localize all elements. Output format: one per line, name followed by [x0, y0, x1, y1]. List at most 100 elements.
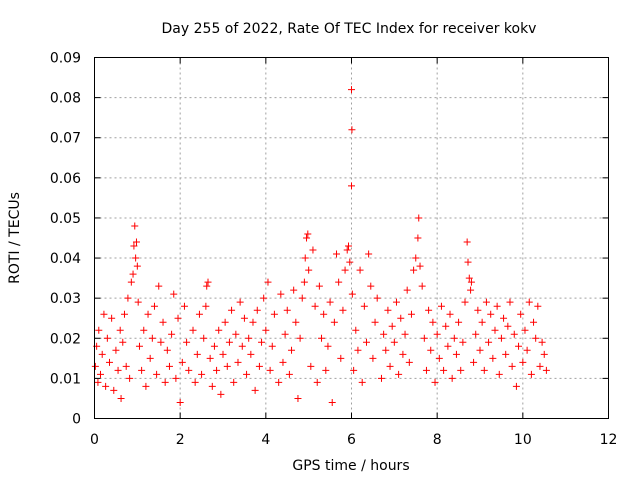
data-point	[183, 338, 191, 346]
data-point	[217, 390, 225, 398]
data-point	[482, 298, 490, 306]
data-point	[200, 334, 208, 342]
data-point	[427, 346, 435, 354]
data-point	[324, 342, 332, 350]
data-point	[112, 346, 120, 354]
data-point	[134, 298, 142, 306]
data-point	[418, 282, 426, 290]
data-point	[388, 322, 396, 330]
data-point	[429, 318, 437, 326]
data-point	[348, 86, 355, 94]
y-tick-label: 0.04	[50, 251, 81, 267]
data-point	[328, 398, 336, 406]
data-point	[185, 366, 193, 374]
data-point	[510, 330, 518, 338]
data-point	[405, 358, 413, 366]
data-point	[448, 374, 456, 382]
x-tick-label: 6	[347, 432, 356, 448]
data-point	[131, 222, 139, 230]
data-point	[204, 278, 212, 286]
data-point	[178, 358, 186, 366]
data-point	[459, 338, 467, 346]
data-point	[337, 354, 345, 362]
data-point	[467, 286, 475, 294]
chart-title: Day 255 of 2022, Rate Of TEC Index for r…	[162, 21, 537, 37]
data-point	[410, 266, 418, 274]
data-point	[367, 282, 375, 290]
x-tick-label: 8	[433, 432, 442, 448]
data-point	[362, 338, 370, 346]
data-point	[208, 382, 216, 390]
data-point	[148, 334, 156, 342]
data-point	[384, 306, 392, 314]
data-point	[258, 338, 266, 346]
data-point	[386, 362, 394, 370]
data-point	[485, 338, 493, 346]
data-point	[132, 254, 140, 262]
data-point	[390, 338, 398, 346]
data-point	[515, 342, 523, 350]
data-point	[489, 354, 497, 362]
data-point	[140, 326, 148, 334]
data-point	[103, 334, 111, 342]
data-point	[138, 366, 146, 374]
data-point	[249, 318, 257, 326]
data-point	[193, 350, 201, 358]
data-point	[540, 350, 548, 358]
data-point	[303, 234, 311, 242]
data-point	[506, 298, 514, 306]
data-point	[98, 350, 106, 358]
y-tick-label: 0.08	[50, 91, 81, 107]
data-point	[307, 362, 315, 370]
data-point	[309, 246, 317, 254]
data-point	[120, 310, 128, 318]
data-point	[129, 270, 137, 278]
data-point	[234, 358, 242, 366]
data-point	[225, 338, 233, 346]
data-point	[495, 370, 503, 378]
data-point	[425, 306, 433, 314]
data-point	[500, 314, 508, 322]
data-point	[525, 298, 533, 306]
y-tick-label: 0	[72, 412, 81, 428]
data-point	[346, 258, 354, 266]
data-point	[508, 362, 516, 370]
data-point	[326, 298, 334, 306]
data-point	[142, 382, 150, 390]
data-point	[189, 326, 197, 334]
data-point	[144, 310, 152, 318]
data-point	[247, 350, 255, 358]
data-point	[536, 362, 544, 370]
data-point	[339, 306, 347, 314]
data-point	[377, 374, 385, 382]
x-tick-labels: 0 2 4 6 8 10 12	[90, 432, 617, 448]
data-point	[203, 282, 211, 290]
data-point	[95, 326, 103, 334]
data-point	[146, 354, 154, 362]
data-point	[126, 374, 134, 382]
data-point	[440, 366, 448, 374]
data-point	[435, 354, 443, 362]
data-point	[474, 306, 482, 314]
data-point	[358, 378, 366, 386]
data-point	[395, 370, 403, 378]
data-point	[155, 282, 163, 290]
data-point	[119, 338, 127, 346]
data-point	[176, 398, 184, 406]
data-point	[455, 318, 463, 326]
data-point	[412, 254, 420, 262]
data-point	[521, 326, 529, 334]
data-point	[191, 378, 199, 386]
y-tick-labels: 0 0.01 0.02 0.03 0.04 0.05 0.06 0.07 0.08 0.09	[50, 51, 81, 428]
data-point	[407, 310, 415, 318]
data-point	[232, 330, 240, 338]
data-point	[116, 326, 124, 334]
y-tick-label: 0.05	[50, 211, 81, 227]
data-point	[277, 290, 285, 298]
data-point	[348, 290, 356, 298]
data-point	[91, 362, 99, 370]
data-point	[288, 346, 296, 354]
axis-ticks	[94, 57, 609, 419]
data-point	[322, 366, 330, 374]
data-point	[195, 310, 203, 318]
